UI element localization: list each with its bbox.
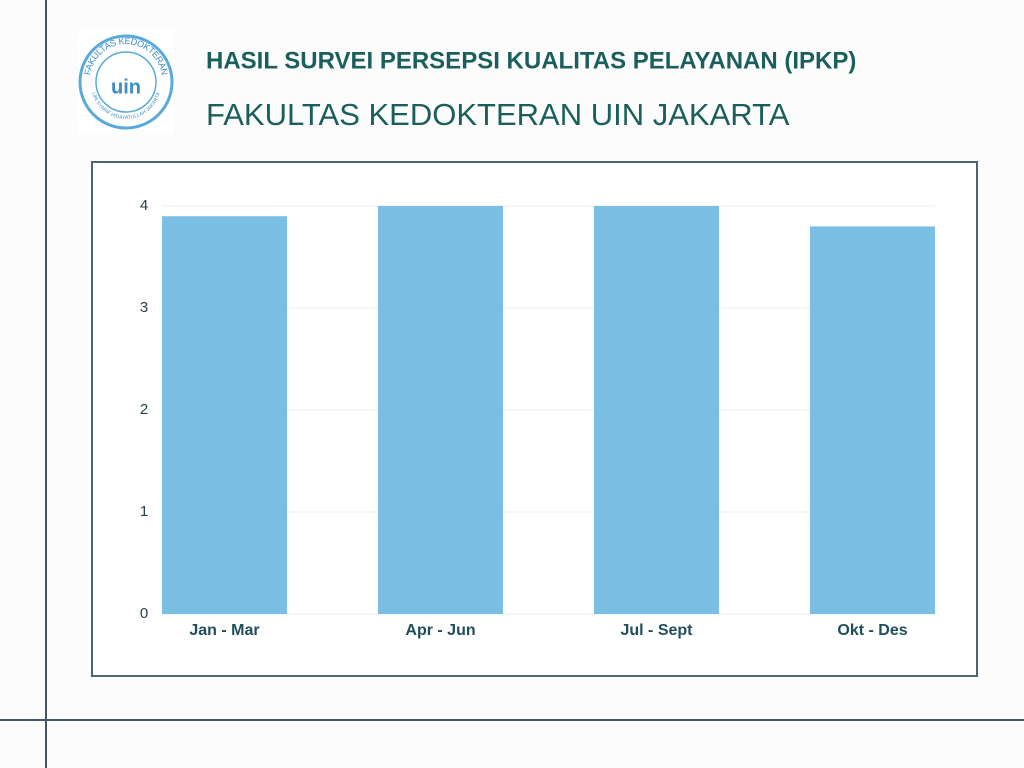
- logo-mark: uin: [111, 76, 141, 98]
- x-tick-label: Okt - Des: [837, 622, 907, 639]
- y-tick-label: 4: [140, 197, 148, 214]
- bar: [810, 226, 935, 614]
- bar: [594, 206, 719, 614]
- plot: 0 1 2 3 4 Jan - Mar Apr - Jun Jul - Sept Okt - D…: [140, 197, 935, 639]
- x-tick-label: Apr - Jun: [405, 622, 475, 639]
- bar: [378, 206, 503, 614]
- logo-ring: [78, 34, 174, 130]
- y-tick-label: 2: [140, 401, 148, 418]
- logo: FAKULTAS KEDOKTERAN UIN SYARIF HIDAYATUL…: [78, 30, 174, 134]
- chart-subtitle: FAKULTAS KEDOKTERAN UIN JAKARTA: [206, 97, 790, 132]
- y-tick-label: 1: [140, 503, 148, 520]
- x-tick-label: Jan - Mar: [189, 622, 259, 639]
- chart-title: HASIL SURVEI PERSEPSI KUALITAS PELAYANAN…: [206, 47, 856, 74]
- x-tick-label: Jul - Sept: [620, 622, 693, 639]
- bar: [162, 216, 287, 614]
- y-tick-label: 0: [140, 605, 148, 622]
- logo-ring: [95, 51, 157, 113]
- y-tick-label: 3: [140, 299, 148, 316]
